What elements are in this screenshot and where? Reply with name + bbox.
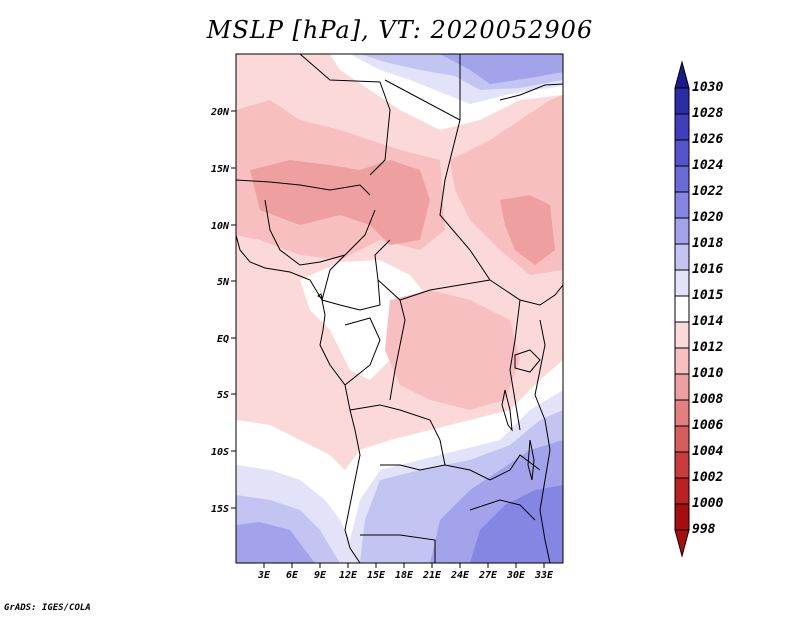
colorbar-segment xyxy=(674,295,690,323)
pressure-field xyxy=(236,54,563,563)
lon-label-27e: 27E xyxy=(478,570,498,581)
lat-label-10s: 10S xyxy=(211,447,229,458)
country-borders xyxy=(236,54,563,563)
colorbar-top-arrow xyxy=(674,60,690,89)
colorbar-segment xyxy=(674,451,690,479)
lon-label-21e: 21E xyxy=(422,570,442,581)
colorbar-label: 1010 xyxy=(692,366,724,381)
lake-victoria xyxy=(514,349,541,373)
colorbar-label: 1006 xyxy=(692,418,724,433)
coastline-west-africa xyxy=(236,234,361,563)
lon-label-30e: 30E xyxy=(506,570,526,581)
colorbar-label: 1016 xyxy=(692,262,724,277)
lon-label-18e: 18E xyxy=(395,570,414,581)
colorbar-segment xyxy=(674,347,690,375)
map-title: MSLP [hPa], VT: 2020052906 xyxy=(206,16,594,44)
colorbar-label: 1020 xyxy=(692,210,724,225)
colorbar-segment xyxy=(674,425,690,453)
lon-label-6e: 6E xyxy=(286,570,299,581)
colorbar-label: 1012 xyxy=(692,340,724,355)
border-south-sudan xyxy=(489,279,563,306)
field-1014-central xyxy=(300,260,430,380)
lat-label-15n: 15N xyxy=(211,164,230,175)
field-1018-north xyxy=(440,54,563,84)
lat-label-5s: 5S xyxy=(217,390,229,401)
colorbar-segment xyxy=(674,113,690,141)
field-1008-sahara xyxy=(250,160,430,245)
border-namibia-botswana xyxy=(360,534,436,563)
colorbar-label: 1030 xyxy=(692,80,724,95)
border-niger xyxy=(236,179,371,196)
border-drc-north xyxy=(389,299,406,401)
border-congo xyxy=(344,317,381,386)
colorbar-label: 1015 xyxy=(692,288,724,303)
lon-label-12e: 12E xyxy=(339,570,358,581)
lat-tick-marks xyxy=(231,110,236,509)
colorbar-segment xyxy=(674,373,690,401)
lon-tick-marks xyxy=(263,563,545,568)
island-bioko xyxy=(317,293,323,299)
colorbar xyxy=(674,60,690,558)
field-1018-south xyxy=(236,522,315,563)
colorbar-label: 1018 xyxy=(692,236,724,251)
colorbar-label: 1002 xyxy=(692,470,724,485)
colorbar-segment xyxy=(674,243,690,271)
colorbar-label: 1014 xyxy=(692,314,724,329)
lon-label-3e: 3E xyxy=(257,570,271,581)
colorbar-segment xyxy=(674,503,690,531)
border-drc-east xyxy=(509,299,521,431)
colorbar-label: 1008 xyxy=(692,392,724,407)
lon-label-24e: 24E xyxy=(450,570,470,581)
lake-tanganyika xyxy=(501,389,513,432)
border-cameroon xyxy=(321,239,391,311)
border-nigeria xyxy=(264,199,376,266)
colorbar-label: 998 xyxy=(692,522,716,537)
lat-label-20n: 20N xyxy=(210,107,230,118)
lat-label-15s: 15S xyxy=(211,504,229,515)
colorbar-label: 1028 xyxy=(692,106,724,121)
field-1008-sudan xyxy=(500,195,555,265)
border-east-africa xyxy=(534,319,551,563)
lon-label-15e: 15E xyxy=(367,570,386,581)
border-algeria-libya xyxy=(299,54,391,176)
field-1020-southeast xyxy=(470,485,563,563)
field-1010-congo xyxy=(385,290,520,410)
lake-malawi xyxy=(527,439,535,481)
lon-label-9e: 9E xyxy=(314,570,327,581)
colorbar-segment xyxy=(674,191,690,219)
colorbar-segment xyxy=(674,399,690,427)
lat-label-10n: 10N xyxy=(211,221,230,232)
border-chad-sudan xyxy=(384,79,491,281)
colorbar-label: 1004 xyxy=(692,444,724,459)
colorbar-segment xyxy=(674,321,690,349)
border-zambia xyxy=(444,454,541,481)
colorbar-segment xyxy=(674,217,690,245)
border-angola xyxy=(349,404,446,471)
lat-label-eq: EQ xyxy=(217,334,229,345)
map-frame xyxy=(235,53,564,564)
lon-label-33e: 33E xyxy=(534,570,554,581)
border-car xyxy=(377,279,491,301)
colorbar-segment xyxy=(674,165,690,193)
colorbar-label: 1022 xyxy=(692,184,724,199)
red-sea-coast xyxy=(499,83,563,101)
border-zimbabwe xyxy=(469,499,536,521)
lat-label-5n: 5N xyxy=(217,277,230,288)
colorbar-segment xyxy=(674,139,690,167)
colorbar-segment xyxy=(674,477,690,505)
colorbar-bottom-arrow xyxy=(674,529,690,558)
grads-credit: GrADS: IGES/COLA xyxy=(4,603,91,613)
colorbar-label: 1026 xyxy=(692,132,724,147)
colorbar-label: 1024 xyxy=(692,158,724,173)
colorbar-segment xyxy=(674,87,690,115)
colorbar-label: 1000 xyxy=(692,496,724,511)
colorbar-segment xyxy=(674,269,690,297)
